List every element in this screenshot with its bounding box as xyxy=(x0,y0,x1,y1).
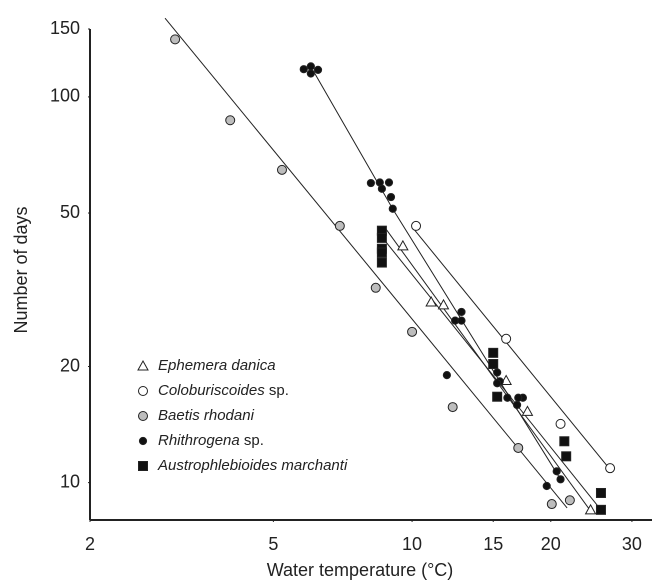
marker-dot xyxy=(503,393,512,402)
marker-square xyxy=(492,391,503,402)
marker-dot xyxy=(542,481,551,491)
marker-dot xyxy=(493,368,502,377)
fit-line xyxy=(384,240,600,509)
marker-triangle xyxy=(137,359,149,371)
y-tick-label: 100 xyxy=(50,86,80,106)
y-axis-title: Number of days xyxy=(11,206,31,333)
marker-circle xyxy=(370,282,381,293)
marker-triangle xyxy=(425,295,437,307)
legend-label: Baetis rhodani xyxy=(158,407,255,424)
marker-dot xyxy=(556,475,565,484)
marker-circle xyxy=(138,411,148,421)
marker-square xyxy=(559,436,570,447)
marker-square xyxy=(595,487,606,498)
marker-circle xyxy=(513,442,524,453)
marker-circle xyxy=(411,220,422,231)
marker-square xyxy=(561,451,572,462)
marker-dot xyxy=(299,65,308,74)
marker-dot xyxy=(384,178,394,187)
marker-square xyxy=(595,504,606,515)
marker-square xyxy=(376,247,387,258)
x-tick-label: 15 xyxy=(483,534,503,554)
x-tick-label: 20 xyxy=(541,534,561,554)
x-tick-label: 30 xyxy=(622,534,642,554)
marker-circle xyxy=(225,115,236,126)
marker-dot xyxy=(442,371,451,380)
marker-circle xyxy=(605,463,616,474)
marker-circle xyxy=(546,499,557,510)
marker-triangle xyxy=(437,298,450,310)
marker-dot xyxy=(377,184,386,193)
marker-dot xyxy=(552,467,561,476)
x-tick-label: 5 xyxy=(268,534,278,554)
marker-dot xyxy=(493,379,502,388)
marker-circle xyxy=(334,220,345,231)
y-tick-label: 10 xyxy=(60,471,80,491)
x-tick-label: 2 xyxy=(85,534,95,554)
marker-dot xyxy=(388,204,397,213)
marker-square xyxy=(138,461,148,471)
legend-label: Rhithrogena sp. xyxy=(158,432,264,449)
marker-dot xyxy=(512,400,522,410)
marker-circle xyxy=(555,418,566,429)
legend-label: Coloburiscoides sp. xyxy=(158,382,289,399)
marker-dot xyxy=(138,436,148,446)
legend: Ephemera danica Coloburiscoides sp. Baetis… xyxy=(137,357,348,474)
x-tick-label: 10 xyxy=(402,534,422,554)
marker-circle xyxy=(564,495,575,506)
marker-square xyxy=(376,257,387,268)
marker-circle xyxy=(501,333,512,344)
marker-dot xyxy=(366,178,375,188)
marker-circle xyxy=(138,386,148,396)
marker-dot xyxy=(386,192,396,202)
marker-circle xyxy=(447,402,458,413)
marker-dot xyxy=(514,393,523,402)
legend-label: Ephemera danica xyxy=(158,357,276,374)
marker-circle xyxy=(276,164,287,175)
marker-triangle xyxy=(397,239,409,251)
x-axis-title: Water temperature (°C) xyxy=(267,560,454,580)
marker-dot xyxy=(306,62,315,71)
marker-dot xyxy=(457,307,466,317)
marker-dot xyxy=(313,65,323,75)
marker-dot xyxy=(457,316,466,325)
marker-square xyxy=(488,347,499,358)
legend-label: Austrophlebioides marchanti xyxy=(157,457,348,474)
marker-triangle xyxy=(521,405,534,416)
fit-line xyxy=(164,17,568,509)
y-tick-label: 150 xyxy=(50,18,80,38)
marker-dot xyxy=(306,69,315,78)
y-tick-label: 20 xyxy=(60,355,80,375)
marker-square xyxy=(376,232,387,243)
fit-line xyxy=(411,226,612,472)
marker-circle xyxy=(170,34,181,45)
y-tick-label: 50 xyxy=(60,202,80,222)
marker-circle xyxy=(407,326,418,337)
marker-square xyxy=(488,359,499,370)
marker-triangle xyxy=(584,503,597,515)
